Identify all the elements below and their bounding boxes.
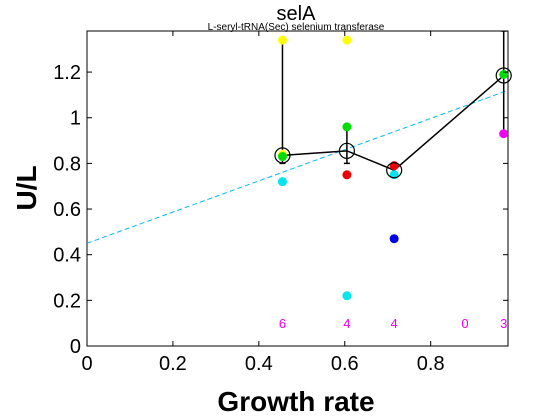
y-tick-label: 0.6 [53,199,81,221]
data-point [277,152,287,162]
y-tick-label: 0 [70,336,81,358]
count-label: 4 [343,316,350,331]
y-tick-label: 0.8 [53,153,81,175]
fit-line-layer [87,89,508,244]
plot-area [86,30,509,347]
data-point [342,122,352,132]
mean-marker-layer [274,67,512,179]
y-axis-ticks: 0 0.2 0.4 0.6 0.8 1 1.2 [53,62,508,358]
x-tick-label: 0.8 [417,353,445,375]
data-point [389,234,399,244]
y-tick-label: 0.2 [53,290,81,312]
y-tick-label: 0.4 [53,245,81,267]
x-tick-label: 0.2 [159,353,187,375]
data-point [499,69,509,79]
count-label: 3 [500,316,507,331]
points-layer [277,35,509,301]
data-point [277,35,287,45]
data-point [342,170,352,180]
fit-line [87,89,508,244]
count-label: 0 [461,316,468,331]
mean-marker [274,147,291,164]
data-point [499,129,509,139]
y-axis-title: U/L [11,165,42,210]
data-point [342,291,352,301]
chart-title: selA [277,3,317,25]
count-labels-layer: 6 4 4 0 3 [279,316,507,331]
x-axis-ticks: 0 0.2 0.4 0.6 0.8 [81,31,445,375]
x-tick-label: 0.4 [245,353,273,375]
mean-series-layer [282,74,505,172]
count-label: 6 [279,316,286,331]
mean-marker [495,67,512,84]
mean-marker [338,142,356,159]
y-tick-label: 1 [70,108,81,130]
chart-subtitle: L-seryl-tRNA(Sec) selenium transferase [208,22,385,33]
mean-marker [386,162,403,179]
x-tick-label: 0.6 [331,353,359,375]
x-axis-title: Growth rate [217,386,374,417]
y-tick-label: 1.2 [53,62,81,84]
x-tick-label: 0 [81,353,92,375]
data-point [342,35,352,45]
mean-series-line [282,74,505,172]
count-label: 4 [391,316,398,331]
data-point [277,177,287,187]
